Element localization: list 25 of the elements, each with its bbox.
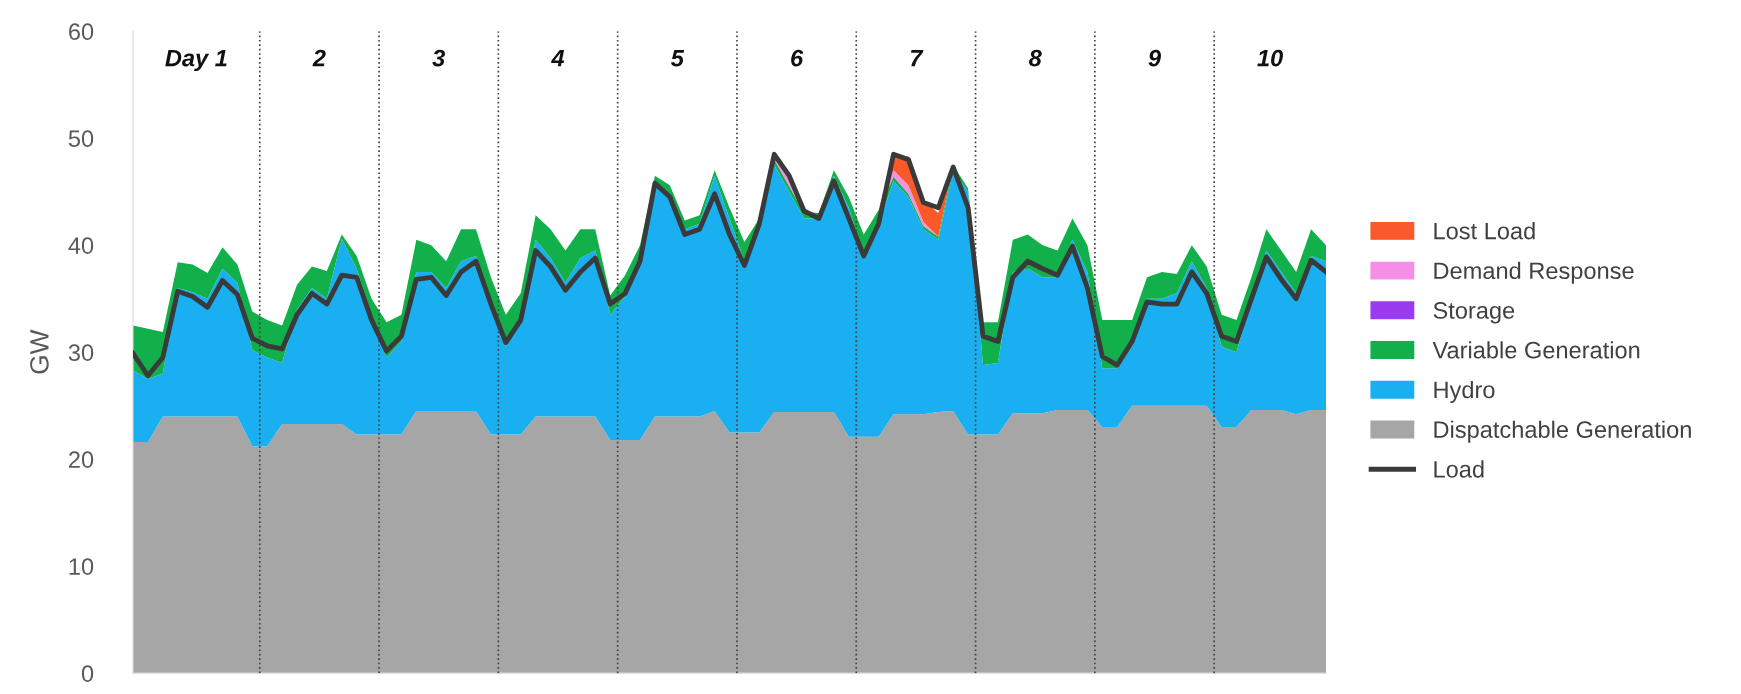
legend-label: Load xyxy=(1434,460,1484,478)
legend-label: Dispatchable Generation xyxy=(1434,420,1691,443)
annotation: 3 xyxy=(432,49,446,67)
y-axis-title: GW xyxy=(30,329,49,374)
y-tick-label: 0 xyxy=(81,665,94,682)
y-tick-label: 20 xyxy=(69,451,94,468)
legend-label: Lost Load xyxy=(1434,222,1535,240)
legend-label: Hydro xyxy=(1434,380,1495,403)
y-tick-label: 10 xyxy=(69,558,94,575)
legend-label: Variable Generation xyxy=(1432,341,1640,359)
legend-label: Demand Response xyxy=(1434,261,1634,284)
annotation: 2 xyxy=(312,49,326,67)
y-tick-label: 30 xyxy=(68,344,94,361)
legend-label: Storage xyxy=(1433,302,1515,324)
annotation: 8 xyxy=(1028,49,1042,67)
annotation: 6 xyxy=(791,49,804,67)
y-tick-label: 40 xyxy=(68,237,94,254)
annotation: 9 xyxy=(1148,49,1161,67)
annotation: Day 1 xyxy=(165,49,227,72)
y-tick-label: 50 xyxy=(68,130,94,148)
annotation: 4 xyxy=(551,49,565,67)
annotation: 7 xyxy=(910,49,924,67)
annotation: 10 xyxy=(1257,49,1283,67)
y-tick-label: 60 xyxy=(69,23,94,41)
annotation: 5 xyxy=(670,49,685,67)
